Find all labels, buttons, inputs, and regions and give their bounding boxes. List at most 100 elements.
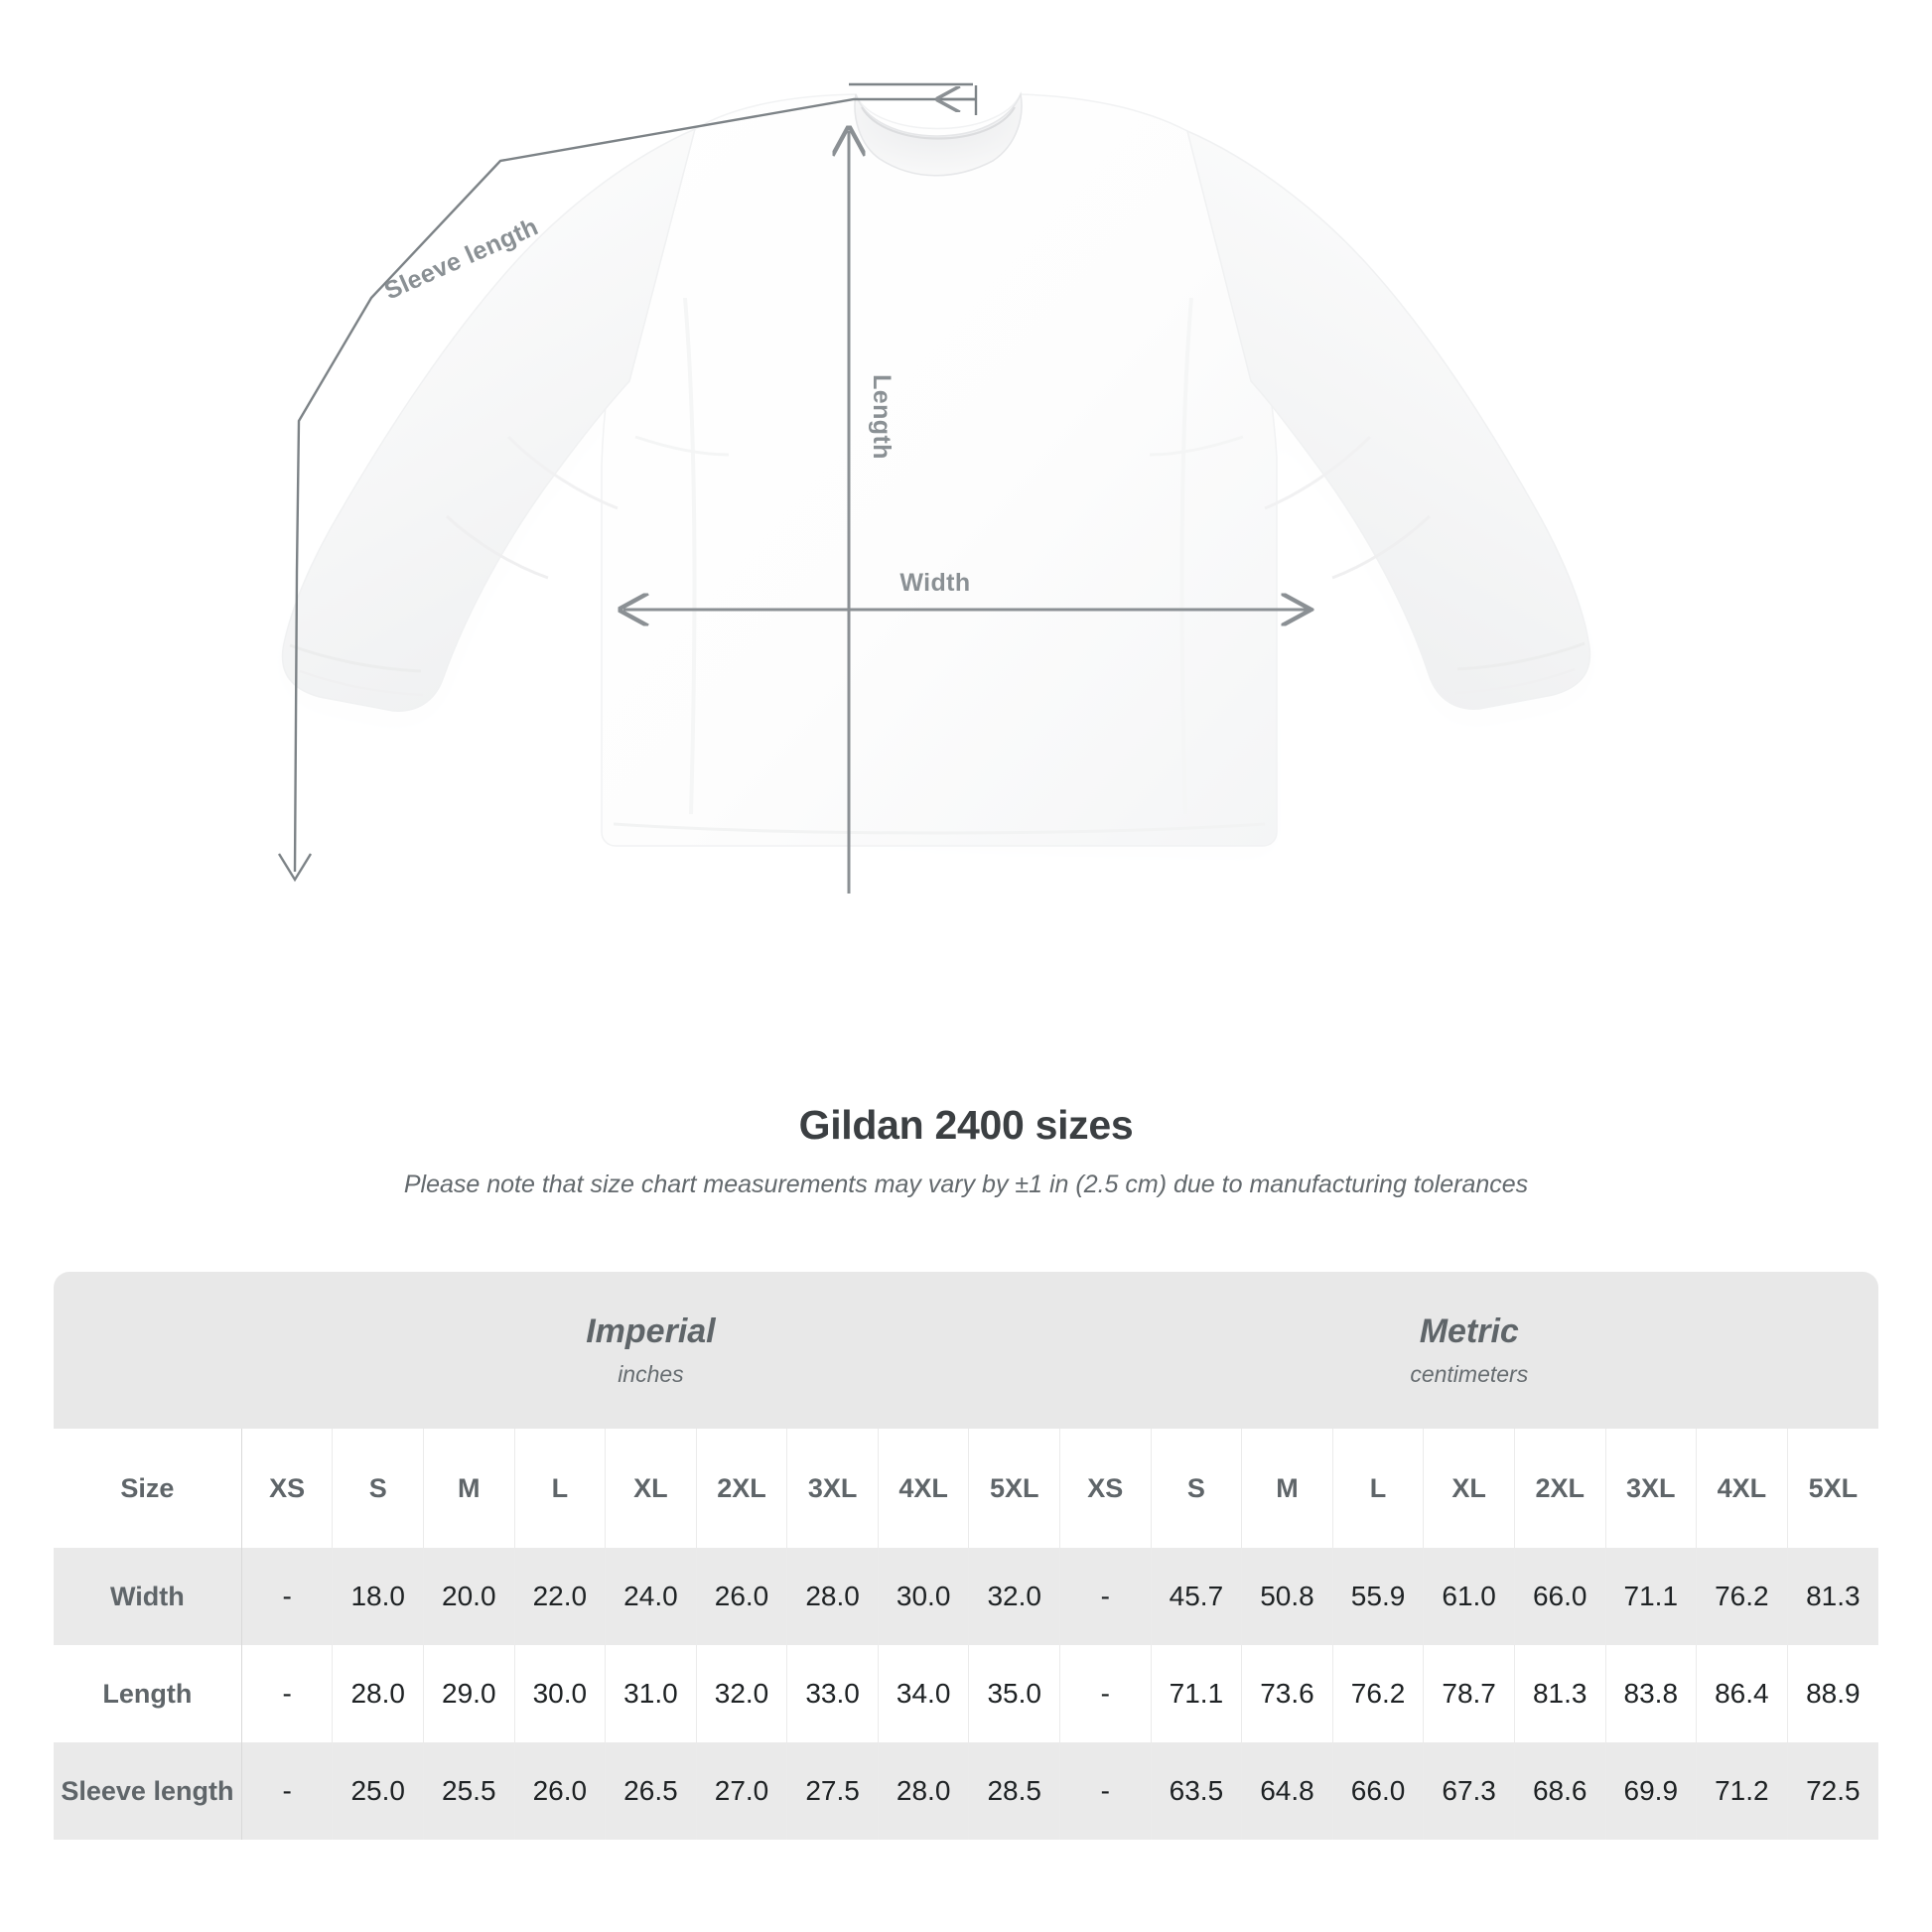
garment-diagram: Sleeve length Length Width — [277, 82, 1591, 894]
cell-length-metric-5xl: 88.9 — [1787, 1645, 1878, 1742]
cell-width-metric-s: 45.7 — [1151, 1548, 1243, 1645]
cell-length-metric-xl: 78.7 — [1423, 1645, 1515, 1742]
cell-length-imperial-xs: - — [240, 1645, 334, 1742]
cell-sleeve-length-metric-xs: - — [1059, 1742, 1152, 1840]
cell-sleeve-length-imperial-m: 25.5 — [423, 1742, 515, 1840]
cell-width-metric-5xl: 81.3 — [1787, 1548, 1878, 1645]
cell-width-imperial-l: 22.0 — [514, 1548, 607, 1645]
size-col-metric-4xl: 4XL — [1696, 1429, 1788, 1548]
table-row: Sleeve length -25.0 25.5 26.0 26.5 27.0 27.5 28… — [54, 1742, 1878, 1840]
page-title: Gildan 2400 sizes — [798, 1102, 1134, 1148]
size-col-metric-5xl: 5XL — [1787, 1429, 1878, 1548]
cell-sleeve-length-metric-4xl: 71.2 — [1696, 1742, 1788, 1840]
unit-group-name: Imperial — [586, 1311, 716, 1350]
cell-width-imperial-m: 20.0 — [423, 1548, 515, 1645]
size-col-metric-3xl: 3XL — [1605, 1429, 1698, 1548]
table-row: Width -18.0 20.0 22.0 24.0 26.0 28.0 30.0 32.0-4… — [54, 1548, 1878, 1645]
table-row: Length -28.0 29.0 30.0 31.0 32.0 33.0 34.0 35.0-… — [54, 1645, 1878, 1742]
unit-group-metric: Metric centimeters — [1059, 1272, 1878, 1429]
size-chart-table-wrap: Imperial inches Metric centimeters Size XS S M L… — [54, 1272, 1878, 1840]
cell-length-metric-s: 71.1 — [1151, 1645, 1243, 1742]
cell-width-metric-3xl: 71.1 — [1605, 1548, 1698, 1645]
unit-group-name: Metric — [1419, 1311, 1519, 1350]
length-label: Length — [868, 374, 896, 460]
cell-sleeve-length-imperial-xl: 26.5 — [605, 1742, 697, 1840]
cell-sleeve-length-metric-5xl: 72.5 — [1787, 1742, 1878, 1840]
width-label: Width — [899, 569, 970, 597]
cell-length-metric-2xl: 81.3 — [1514, 1645, 1606, 1742]
cell-length-imperial-2xl: 32.0 — [696, 1645, 788, 1742]
tolerance-note: Please note that size chart measurements… — [403, 1171, 1529, 1198]
cell-sleeve-length-metric-3xl: 69.9 — [1605, 1742, 1698, 1840]
cell-sleeve-length-imperial-l: 26.0 — [514, 1742, 607, 1840]
size-col-imperial-xl: XL — [605, 1429, 697, 1548]
cell-width-imperial-xs: - — [240, 1548, 334, 1645]
cell-length-imperial-l: 30.0 — [514, 1645, 607, 1742]
size-col-metric-s: S — [1151, 1429, 1243, 1548]
size-chart-table: Imperial inches Metric centimeters Size XS S M L… — [54, 1272, 1878, 1840]
unit-group-subtitle: inches — [618, 1361, 684, 1388]
unit-group-subtitle: centimeters — [1410, 1361, 1529, 1388]
size-header-label: Size — [54, 1429, 242, 1548]
cell-length-imperial-s: 28.0 — [332, 1645, 424, 1742]
cell-width-imperial-2xl: 26.0 — [696, 1548, 788, 1645]
cell-length-imperial-m: 29.0 — [423, 1645, 515, 1742]
cell-sleeve-length-metric-xl: 67.3 — [1423, 1742, 1515, 1840]
size-col-metric-2xl: 2XL — [1514, 1429, 1606, 1548]
cell-sleeve-length-metric-s: 63.5 — [1151, 1742, 1243, 1840]
cell-width-metric-4xl: 76.2 — [1696, 1548, 1788, 1645]
unit-group-imperial: Imperial inches — [241, 1272, 1060, 1429]
cell-sleeve-length-imperial-2xl: 27.0 — [696, 1742, 788, 1840]
size-col-imperial-xs: XS — [240, 1429, 334, 1548]
size-col-metric-l: L — [1332, 1429, 1425, 1548]
length-measure: Length — [849, 131, 896, 894]
cell-length-metric-xs: - — [1059, 1645, 1152, 1742]
cell-width-imperial-xl: 24.0 — [605, 1548, 697, 1645]
unit-banner-spacer — [54, 1272, 242, 1429]
cell-sleeve-length-imperial-3xl: 27.5 — [786, 1742, 879, 1840]
row-header-sleeve-length: Sleeve length — [54, 1742, 242, 1840]
cell-length-metric-3xl: 83.8 — [1605, 1645, 1698, 1742]
size-col-imperial-2xl: 2XL — [696, 1429, 788, 1548]
size-header-row: Size XS S M L XL 2XL 3XL 4XL 5XL XS S M L XL 2XL 3XL 4XL 5… — [54, 1429, 1878, 1548]
size-col-imperial-s: S — [332, 1429, 424, 1548]
cell-width-metric-2xl: 66.0 — [1514, 1548, 1606, 1645]
cell-width-metric-l: 55.9 — [1332, 1548, 1425, 1645]
row-header-length: Length — [54, 1645, 242, 1742]
unit-banner-row: Imperial inches Metric centimeters — [54, 1272, 1878, 1429]
size-col-metric-m: M — [1241, 1429, 1333, 1548]
title-block: Gildan 2400 sizes Please note that size … — [0, 1102, 1932, 1199]
size-col-imperial-4xl: 4XL — [878, 1429, 970, 1548]
size-col-imperial-l: L — [514, 1429, 607, 1548]
cell-length-imperial-4xl: 34.0 — [878, 1645, 970, 1742]
cell-length-imperial-5xl: 35.0 — [968, 1645, 1061, 1742]
garment-illustration-panel: Sleeve length Length Width — [0, 0, 1932, 894]
size-col-imperial-3xl: 3XL — [786, 1429, 879, 1548]
cell-sleeve-length-metric-m: 64.8 — [1241, 1742, 1333, 1840]
cell-sleeve-length-metric-l: 66.0 — [1332, 1742, 1425, 1840]
size-col-metric-xl: XL — [1423, 1429, 1515, 1548]
size-col-metric-xs: XS — [1059, 1429, 1152, 1548]
width-measure: Width — [623, 569, 1309, 610]
cell-sleeve-length-metric-2xl: 68.6 — [1514, 1742, 1606, 1840]
cell-width-imperial-s: 18.0 — [332, 1548, 424, 1645]
cell-length-metric-m: 73.6 — [1241, 1645, 1333, 1742]
cell-width-imperial-4xl: 30.0 — [878, 1548, 970, 1645]
cell-length-metric-l: 76.2 — [1332, 1645, 1425, 1742]
size-col-imperial-m: M — [423, 1429, 515, 1548]
cell-sleeve-length-imperial-5xl: 28.5 — [968, 1742, 1061, 1840]
cell-sleeve-length-imperial-xs: - — [240, 1742, 334, 1840]
cell-sleeve-length-imperial-s: 25.0 — [332, 1742, 424, 1840]
cell-width-metric-xs: - — [1059, 1548, 1152, 1645]
shirt-body-shape — [281, 91, 1591, 847]
cell-length-imperial-3xl: 33.0 — [786, 1645, 879, 1742]
size-col-imperial-5xl: 5XL — [968, 1429, 1061, 1548]
cell-sleeve-length-imperial-4xl: 28.0 — [878, 1742, 970, 1840]
cell-width-imperial-5xl: 32.0 — [968, 1548, 1061, 1645]
row-header-width: Width — [54, 1548, 242, 1645]
cell-length-imperial-xl: 31.0 — [605, 1645, 697, 1742]
cell-width-metric-xl: 61.0 — [1423, 1548, 1515, 1645]
cell-length-metric-4xl: 86.4 — [1696, 1645, 1788, 1742]
cell-width-imperial-3xl: 28.0 — [786, 1548, 879, 1645]
cell-width-metric-m: 50.8 — [1241, 1548, 1333, 1645]
